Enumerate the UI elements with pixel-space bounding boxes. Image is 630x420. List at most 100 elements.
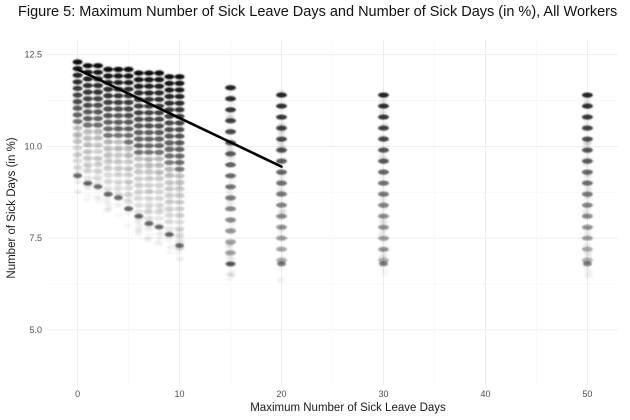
data-point	[103, 73, 114, 79]
data-point	[378, 153, 386, 157]
y-axis-ticks: 5.0 7.5 10.0 12.5	[24, 50, 42, 335]
x-tick-label: 20	[277, 389, 287, 399]
data-point	[225, 107, 237, 113]
data-point	[276, 147, 288, 153]
y-tick-label: 5.0	[29, 325, 42, 335]
data-point	[103, 146, 114, 152]
data-point	[113, 73, 124, 79]
data-point	[226, 147, 234, 151]
data-point	[72, 79, 83, 85]
data-point	[154, 143, 165, 149]
data-point	[143, 96, 154, 103]
data-point	[72, 72, 83, 78]
data-point	[584, 242, 592, 246]
data-point	[103, 201, 111, 205]
data-point	[276, 92, 288, 98]
data-point	[226, 273, 234, 277]
data-point	[164, 193, 175, 199]
data-point	[82, 175, 93, 181]
data-point	[381, 143, 389, 147]
data-point	[174, 159, 185, 166]
data-point	[133, 90, 144, 96]
data-point	[143, 209, 154, 215]
data-point	[225, 239, 237, 245]
data-point	[164, 179, 175, 186]
data-point	[377, 246, 389, 252]
data-point	[225, 217, 237, 223]
data-point	[103, 139, 114, 145]
data-point	[92, 175, 103, 181]
data-point	[581, 147, 593, 153]
data-point	[72, 151, 83, 158]
data-point	[225, 202, 233, 206]
data-point	[123, 113, 134, 119]
data-point	[377, 147, 389, 153]
data-point	[72, 118, 83, 125]
x-tick-label: 10	[175, 389, 185, 399]
data-point	[133, 123, 144, 129]
data-point	[581, 235, 593, 241]
data-point	[276, 158, 288, 164]
data-point	[133, 136, 144, 142]
data-point	[174, 153, 185, 159]
data-point	[73, 173, 83, 179]
x-tick-label: 50	[582, 389, 592, 399]
data-point	[164, 212, 175, 219]
data-point	[174, 87, 185, 93]
data-point	[113, 119, 124, 125]
data-point	[174, 80, 185, 86]
data-point	[72, 92, 83, 98]
data-point	[82, 115, 93, 122]
data-point	[154, 156, 165, 162]
data-point	[276, 125, 288, 131]
data-point	[164, 140, 175, 146]
data-point	[72, 138, 83, 144]
data-point	[143, 169, 154, 175]
data-point	[155, 242, 163, 246]
data-point	[143, 202, 154, 208]
data-point	[143, 70, 154, 76]
data-point	[277, 261, 287, 267]
data-point	[584, 174, 592, 178]
data-point	[143, 156, 154, 162]
data-point	[377, 103, 389, 109]
data-point	[154, 169, 165, 175]
data-point	[103, 179, 114, 185]
data-point	[164, 199, 175, 205]
data-point	[377, 257, 389, 263]
data-point	[113, 126, 124, 132]
data-point	[92, 102, 103, 108]
data-point	[72, 85, 83, 92]
data-point	[276, 279, 284, 283]
data-point	[585, 187, 593, 191]
data-point	[175, 243, 185, 248]
data-point	[143, 189, 154, 195]
data-point	[154, 123, 165, 129]
data-point	[103, 99, 114, 105]
data-point	[123, 179, 134, 185]
data-point	[123, 126, 134, 132]
data-point	[123, 132, 134, 139]
data-point	[72, 145, 83, 151]
data-point	[73, 180, 81, 184]
data-point	[377, 136, 389, 142]
data-point	[133, 110, 144, 116]
data-point	[113, 165, 124, 172]
data-point	[154, 90, 165, 96]
data-point	[583, 119, 591, 123]
data-point	[103, 106, 114, 112]
data-point	[115, 203, 123, 207]
data-point	[133, 195, 144, 202]
data-point	[174, 239, 185, 245]
data-point	[82, 122, 93, 128]
data-point	[82, 155, 93, 161]
data-point	[276, 103, 288, 109]
data-point	[133, 143, 144, 149]
data-point	[174, 140, 185, 146]
data-point	[154, 176, 165, 182]
data-point	[164, 238, 172, 242]
data-point	[123, 73, 134, 79]
data-point	[154, 202, 165, 208]
data-point	[113, 66, 124, 72]
